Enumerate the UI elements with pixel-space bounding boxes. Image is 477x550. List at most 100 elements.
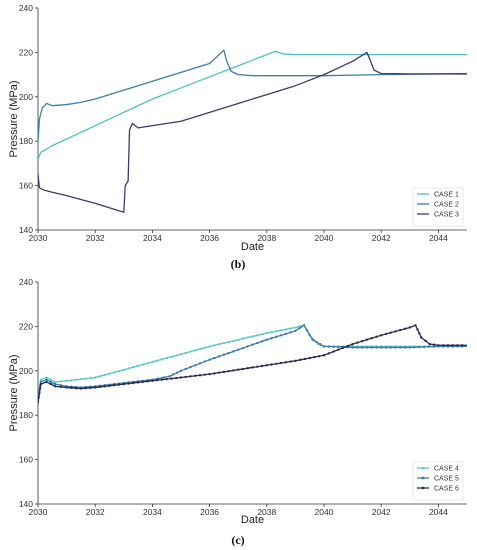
data-point — [155, 379, 159, 382]
data-point — [384, 332, 388, 336]
data-point — [45, 378, 48, 381]
y-axis-label: Pressure (MPa) — [8, 80, 20, 157]
data-point — [322, 354, 326, 357]
y-tick-label: 160 — [19, 181, 33, 191]
data-point — [237, 368, 240, 371]
y-tick-label: 200 — [19, 366, 33, 376]
data-point — [403, 346, 407, 349]
data-point — [360, 340, 364, 343]
data-point — [45, 380, 48, 384]
data-point — [265, 331, 269, 335]
data-point — [136, 364, 140, 367]
data-point — [122, 382, 126, 386]
data-point — [424, 339, 427, 343]
data-point — [313, 355, 316, 359]
data-point — [89, 386, 92, 390]
chart-panel: 140 160 180 200 220 240 2030 2032 2034 2036 2038 20… — [8, 3, 467, 271]
plot-area — [38, 49, 467, 213]
data-point — [351, 342, 354, 346]
data-point — [351, 346, 354, 349]
data-point — [356, 341, 359, 344]
x-tick-label: 2032 — [86, 233, 105, 243]
data-point — [284, 327, 288, 331]
data-point — [141, 380, 145, 384]
data-point — [384, 346, 388, 349]
legend-marker — [421, 466, 425, 469]
y-tick-label: 240 — [19, 277, 33, 287]
y-tick-label: 240 — [19, 3, 33, 13]
data-point — [70, 386, 73, 390]
data-point — [160, 378, 164, 381]
data-point — [403, 327, 407, 331]
data-point — [146, 361, 150, 365]
data-point — [251, 366, 254, 369]
legend-label: CASE 6 — [434, 486, 459, 493]
data-point — [284, 332, 288, 335]
data-point — [184, 367, 187, 371]
series-line-case-1 — [38, 50, 467, 160]
data-point — [213, 356, 216, 360]
data-point — [389, 346, 392, 349]
data-point — [113, 384, 116, 387]
data-point — [165, 356, 169, 360]
data-point — [418, 345, 421, 349]
data-point — [112, 370, 116, 374]
data-point — [337, 348, 340, 351]
y-tick-label: 220 — [19, 321, 33, 331]
data-point — [174, 353, 178, 357]
data-point — [294, 326, 297, 329]
data-point — [420, 336, 423, 339]
data-point — [127, 366, 130, 370]
data-point — [446, 344, 450, 347]
data-point — [103, 373, 107, 376]
data-point — [346, 344, 350, 348]
data-point — [255, 333, 259, 337]
data-point — [162, 376, 166, 379]
data-point — [246, 336, 250, 339]
data-point — [136, 381, 140, 384]
data-point — [198, 347, 202, 350]
legend-label: CASE 1 — [434, 192, 459, 199]
x-axis-label: Date — [241, 514, 264, 526]
y-tick-label: 140 — [19, 225, 33, 235]
data-point — [227, 351, 230, 355]
data-point — [418, 332, 421, 335]
data-point — [298, 326, 301, 330]
data-point — [375, 335, 378, 338]
x-tick-label: 2030 — [29, 233, 48, 243]
data-point — [184, 351, 188, 354]
legend-label: CASE 3 — [434, 212, 459, 219]
data-point — [260, 340, 264, 343]
data-point — [39, 382, 43, 386]
data-point — [451, 344, 454, 347]
data-point — [232, 369, 235, 372]
data-point — [232, 339, 235, 342]
data-point — [198, 362, 202, 365]
data-point — [172, 373, 175, 376]
data-point — [360, 346, 364, 349]
x-tick-label: 2044 — [429, 507, 448, 517]
data-point — [198, 374, 202, 377]
data-point — [316, 342, 320, 346]
data-point — [256, 341, 259, 345]
data-point — [414, 324, 417, 327]
data-point — [59, 385, 63, 389]
data-point — [117, 383, 121, 386]
data-point — [222, 341, 226, 345]
data-point — [380, 334, 383, 337]
data-point — [289, 360, 292, 363]
panel-label: (c) — [231, 533, 244, 547]
data-point — [365, 338, 369, 341]
data-point — [375, 346, 378, 349]
data-point — [441, 344, 445, 347]
data-point — [222, 370, 226, 374]
data-point — [103, 385, 106, 388]
data-point — [84, 386, 87, 390]
x-tick-label: 2042 — [372, 233, 391, 243]
data-point — [318, 342, 322, 346]
data-point — [413, 346, 416, 349]
data-point — [175, 376, 178, 380]
data-point — [168, 375, 171, 378]
data-point — [175, 371, 179, 374]
data-point — [370, 337, 373, 340]
